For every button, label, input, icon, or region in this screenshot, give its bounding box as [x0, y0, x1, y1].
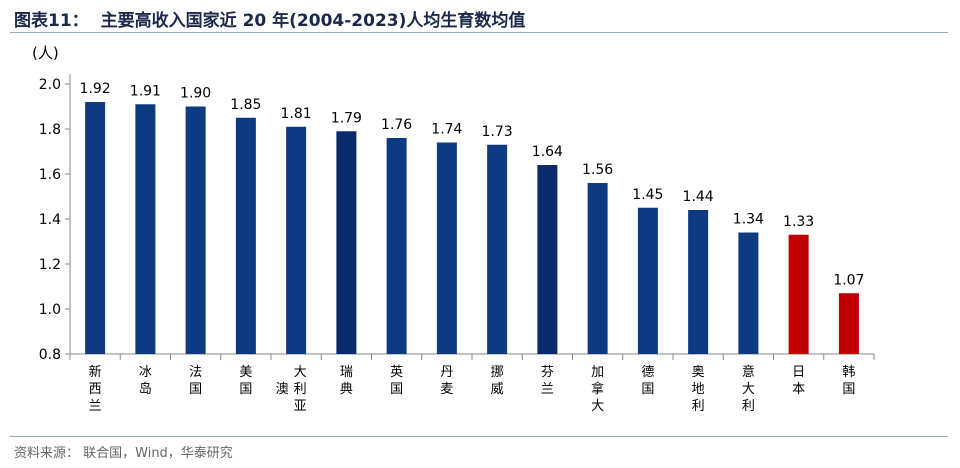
x-category-label: 美国: [239, 365, 252, 397]
x-category-label: 挪威: [491, 365, 504, 397]
bar: [587, 183, 608, 354]
x-category-label: 加拿大: [591, 365, 604, 414]
bar-value-label: 1.90: [180, 86, 211, 102]
bar-chart: (人) 0.8 1.0 1.2 1.4 1.6 1.8 2.0 1.92 新西兰 1.91 冰岛 1.9…: [32, 44, 875, 414]
top-divider: [10, 32, 948, 33]
x-category-label: 日本: [792, 365, 805, 397]
y-tick-label: 1.0: [39, 302, 61, 318]
bar: [135, 104, 156, 354]
y-tick-label: 0.8: [39, 347, 61, 363]
bar: [235, 117, 256, 354]
bar-value-label: 1.44: [683, 189, 714, 205]
bar-value-label: 1.34: [733, 212, 764, 228]
bar-value-label: 1.45: [632, 187, 663, 203]
y-tick-label: 2.0: [39, 77, 61, 93]
bar: [487, 144, 508, 354]
bar: [637, 207, 658, 354]
figure-title: 图表11： 主要高收入国家近 20 年(2004-2023)人均生育数均值: [14, 6, 525, 31]
bar-value-label: 1.81: [281, 106, 312, 122]
x-category-label: 瑞典: [340, 365, 353, 397]
bar: [537, 165, 558, 354]
x-category-label: 意大利: [742, 364, 755, 414]
x-category-label: 芬兰: [541, 365, 554, 397]
bar-value-label: 1.76: [381, 117, 412, 133]
x-category-label: 英国: [390, 365, 403, 397]
bar: [688, 210, 709, 354]
bar-value-label: 1.92: [80, 81, 111, 97]
source-note: 资料来源： 联合国，Wind，华泰研究: [14, 446, 233, 461]
bottom-divider: [10, 436, 948, 437]
bar-value-label: 1.73: [482, 124, 513, 140]
x-category-label: 澳大利亚: [276, 365, 307, 414]
bar: [436, 142, 457, 354]
bar: [738, 232, 759, 354]
x-category-label: 韩国: [842, 365, 855, 397]
bar: [838, 293, 859, 354]
x-category-label: 新西兰: [89, 364, 102, 414]
bar-value-label: 1.56: [582, 162, 613, 178]
bar: [386, 138, 407, 354]
bar: [788, 234, 809, 354]
x-category-label: 奥地利: [692, 365, 705, 414]
y-axis-unit-label: (人): [32, 44, 59, 62]
bar-value-label: 1.79: [331, 110, 362, 126]
y-tick-label: 1.8: [39, 122, 61, 138]
x-category-label: 法国: [189, 365, 202, 397]
bar-value-label: 1.85: [230, 97, 261, 113]
bar-value-label: 1.07: [833, 272, 864, 288]
figure-title-text: 主要高收入国家近 20 年(2004-2023)人均生育数均值: [100, 11, 526, 31]
figure-number: 图表11：: [14, 11, 89, 31]
x-category-label: 冰岛: [139, 365, 152, 397]
bar: [85, 102, 106, 354]
bar-value-label: 1.74: [431, 122, 462, 138]
x-category-label: 德国: [641, 365, 654, 397]
bar-value-label: 1.91: [130, 83, 161, 99]
bar: [286, 126, 307, 354]
y-tick-label: 1.6: [39, 167, 61, 183]
bar-value-label: 1.33: [783, 214, 814, 230]
bar: [336, 131, 357, 354]
y-tick-label: 1.4: [39, 212, 61, 228]
x-category-label: 丹麦: [440, 365, 453, 397]
bar-value-label: 1.64: [532, 144, 563, 160]
y-tick-label: 1.2: [39, 257, 61, 273]
bar: [185, 106, 206, 354]
